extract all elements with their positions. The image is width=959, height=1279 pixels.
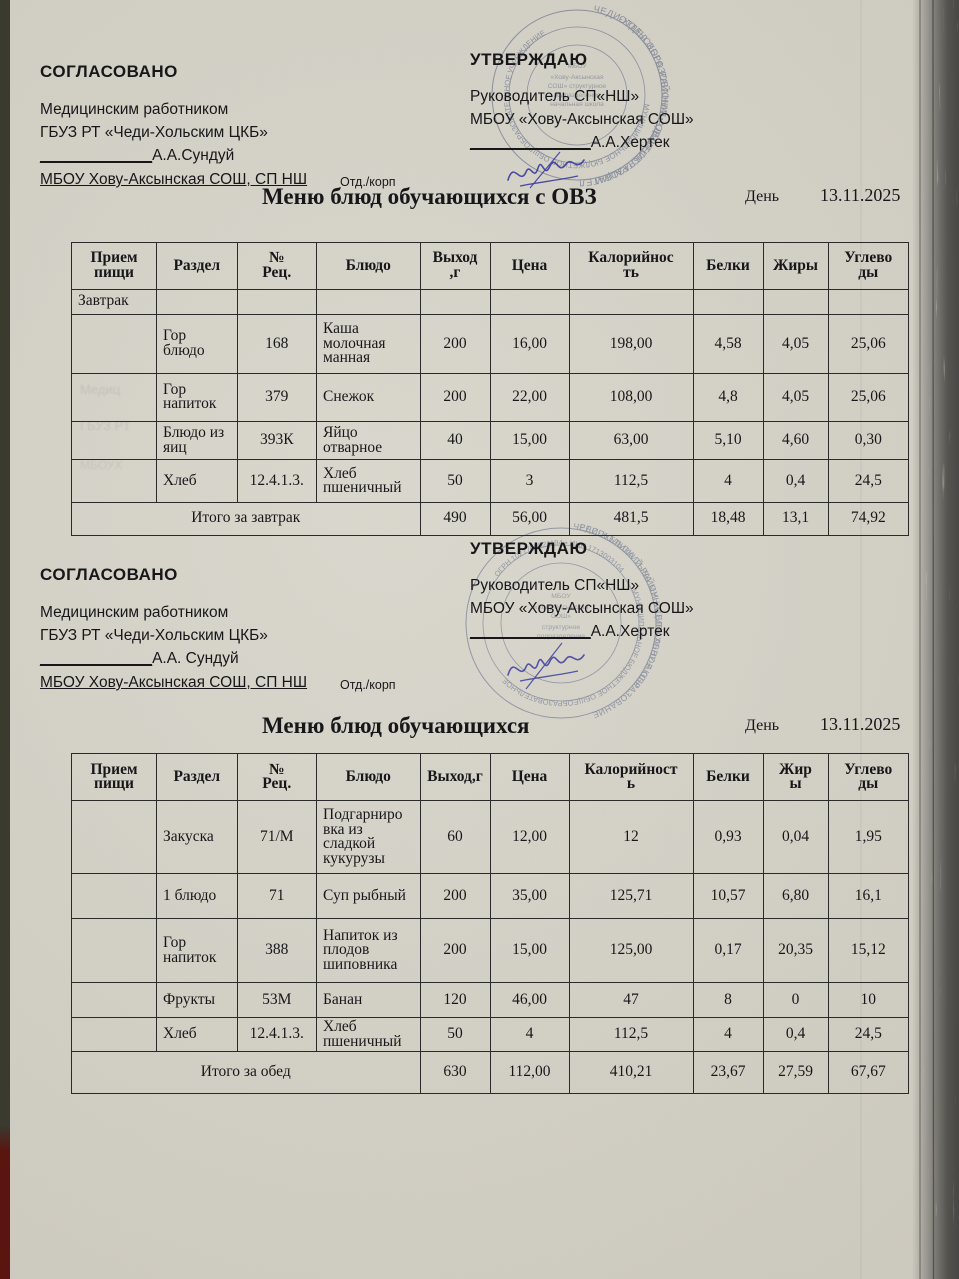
svg-text:«Хову-Аксынская: «Хову-Аксынская [550,74,604,81]
